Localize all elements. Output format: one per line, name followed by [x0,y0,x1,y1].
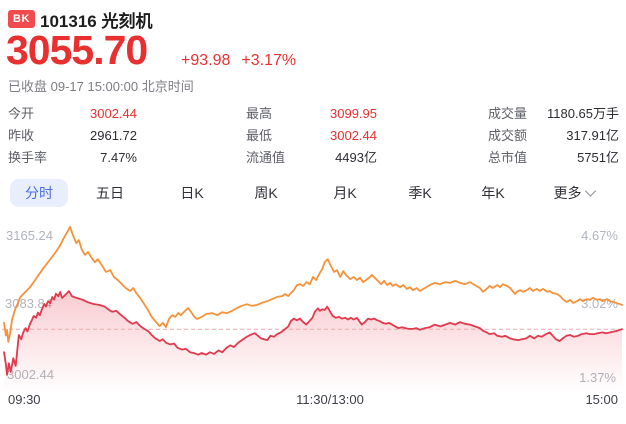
stat-label-low: 最低 [246,128,273,143]
tab-quarterly-k[interactable]: 季K [408,185,432,201]
stat-label-volume: 成交量 [488,106,528,121]
tab-yearly-k[interactable]: 年K [481,185,505,201]
tab-weekly-k[interactable]: 周K [254,185,278,201]
stat-value-prev-close: 2961.72 [90,128,137,143]
price-change-row: +93.98 +3.17% [181,52,296,70]
tab-more-label: 更多 [553,185,582,201]
chevron-down-icon [584,185,597,197]
tab-monthly-k[interactable]: 月K [333,185,357,201]
stat-label-amount: 成交额 [488,128,528,143]
price-change: +93.98 [181,52,231,69]
intraday-chart[interactable]: 3165.24 3083.84 3002.44 4.67% 3.02% 1.37… [0,222,626,417]
stat-value-volume: 1180.65万手 [546,106,619,121]
stat-value-low: 3002.44 [330,128,377,143]
y-axis-price-max: 3165.24 [6,228,53,243]
market-status: 已收盘 09-17 15:00:00 北京时间 [8,79,194,94]
chart-canvas[interactable] [0,222,626,397]
stat-label-high: 最高 [246,106,273,121]
stat-label-prev-close: 昨收 [8,128,35,143]
stock-code-name: 101316 光刻机 [40,12,153,31]
tab-more[interactable]: 更多 [553,179,597,207]
tab-minute[interactable]: 分时 [10,179,68,207]
stat-label-turnover-rate: 换手率 [8,150,48,165]
stats-grid: 今开 3002.44 昨收 2961.72 换手率 7.47% 最高 3099.… [0,104,626,168]
stat-value-turnover-rate: 7.47% [100,150,137,165]
stat-value-high: 3099.95 [330,106,377,121]
x-axis-open-time: 09:30 [8,392,41,407]
y-axis-pct-max: 4.67% [581,228,618,243]
x-axis-noon-time: 11:30/13:00 [296,392,364,407]
stat-value-open: 3002.44 [90,106,137,121]
current-price: 3055.70 [6,27,148,73]
x-axis-close-time: 15:00 [585,392,618,407]
stat-label-open: 今开 [8,106,35,121]
stat-value-float-cap: 4493亿 [335,150,377,165]
price-change-percent: +3.17% [241,52,297,69]
tab-daily-k[interactable]: 日K [180,185,204,201]
chart-period-tabs: 分时 五日 日K 周K 月K 季K 年K 更多 [0,178,626,208]
stat-value-amount: 317.91亿 [566,128,619,143]
tab-five-day[interactable]: 五日 [96,185,124,201]
stat-value-total-cap: 5751亿 [577,150,619,165]
stat-label-float-cap: 流通值 [246,150,286,165]
stat-label-total-cap: 总市值 [488,150,528,165]
market-type-badge: BK [8,10,35,28]
